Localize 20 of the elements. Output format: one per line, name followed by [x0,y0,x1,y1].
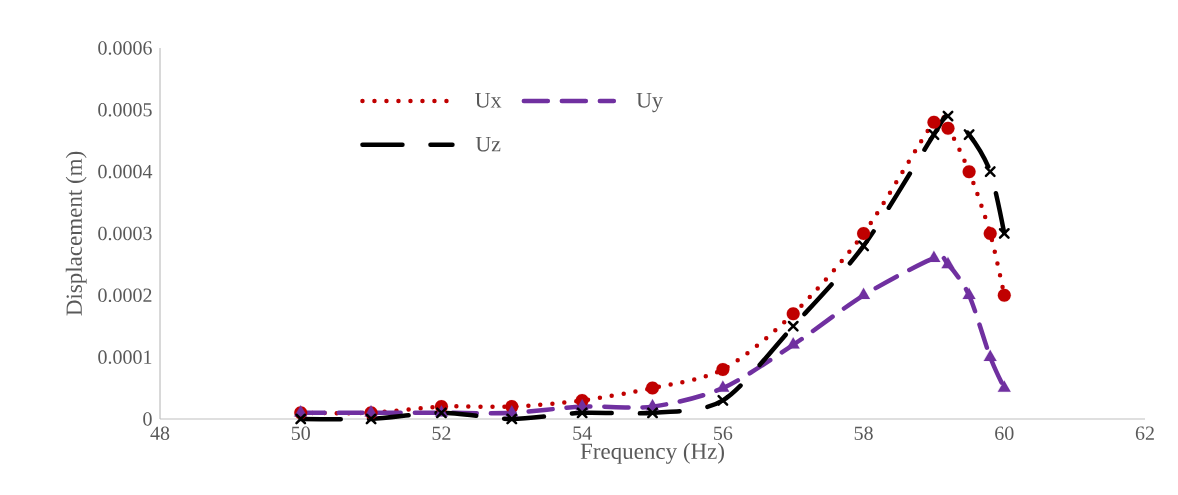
x-tick-label: 48 [150,426,170,441]
y-tick-label: 0.0001 [98,350,152,364]
x-tick-label: 62 [1135,426,1154,440]
legend-label: Ux [475,93,502,108]
x-tick-label: 56 [714,426,733,440]
legend-label: Uy [636,93,663,113]
x-tick-label: 54 [573,426,592,440]
x-tick-label: 60 [995,426,1014,441]
y-tick-label: 0.0002 [98,288,152,303]
y-axis-title: Displacement (m) [65,151,87,316]
x-tick-label: 52 [432,426,451,440]
x-tick-label: 58 [854,426,873,441]
y-tick-label: 0.0006 [98,41,152,55]
y-tick-label: 0.0003 [98,226,152,241]
x-axis-title: Frequency (Hz) [580,442,724,464]
y-tick-label: 0 [143,412,152,426]
y-tick-label: 0.0004 [98,164,153,179]
y-tick-label: 0.0005 [98,103,152,117]
legend-label: Uz [475,136,501,152]
x-tick-label: 50 [291,426,310,441]
